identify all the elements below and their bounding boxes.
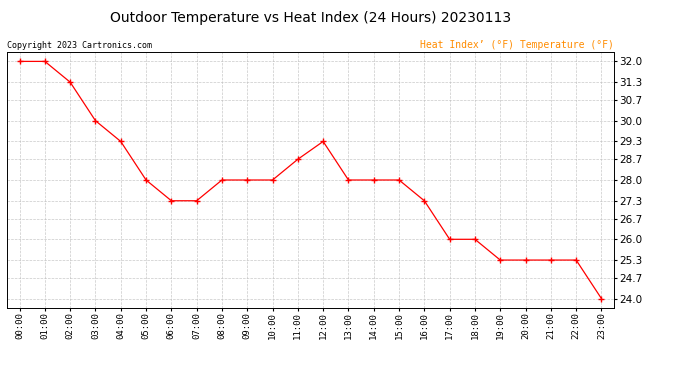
- Text: Copyright 2023 Cartronics.com: Copyright 2023 Cartronics.com: [7, 41, 152, 50]
- Text: Outdoor Temperature vs Heat Index (24 Hours) 20230113: Outdoor Temperature vs Heat Index (24 Ho…: [110, 11, 511, 25]
- Text: Heat Index’ (°F) Temperature (°F): Heat Index’ (°F) Temperature (°F): [420, 40, 614, 50]
